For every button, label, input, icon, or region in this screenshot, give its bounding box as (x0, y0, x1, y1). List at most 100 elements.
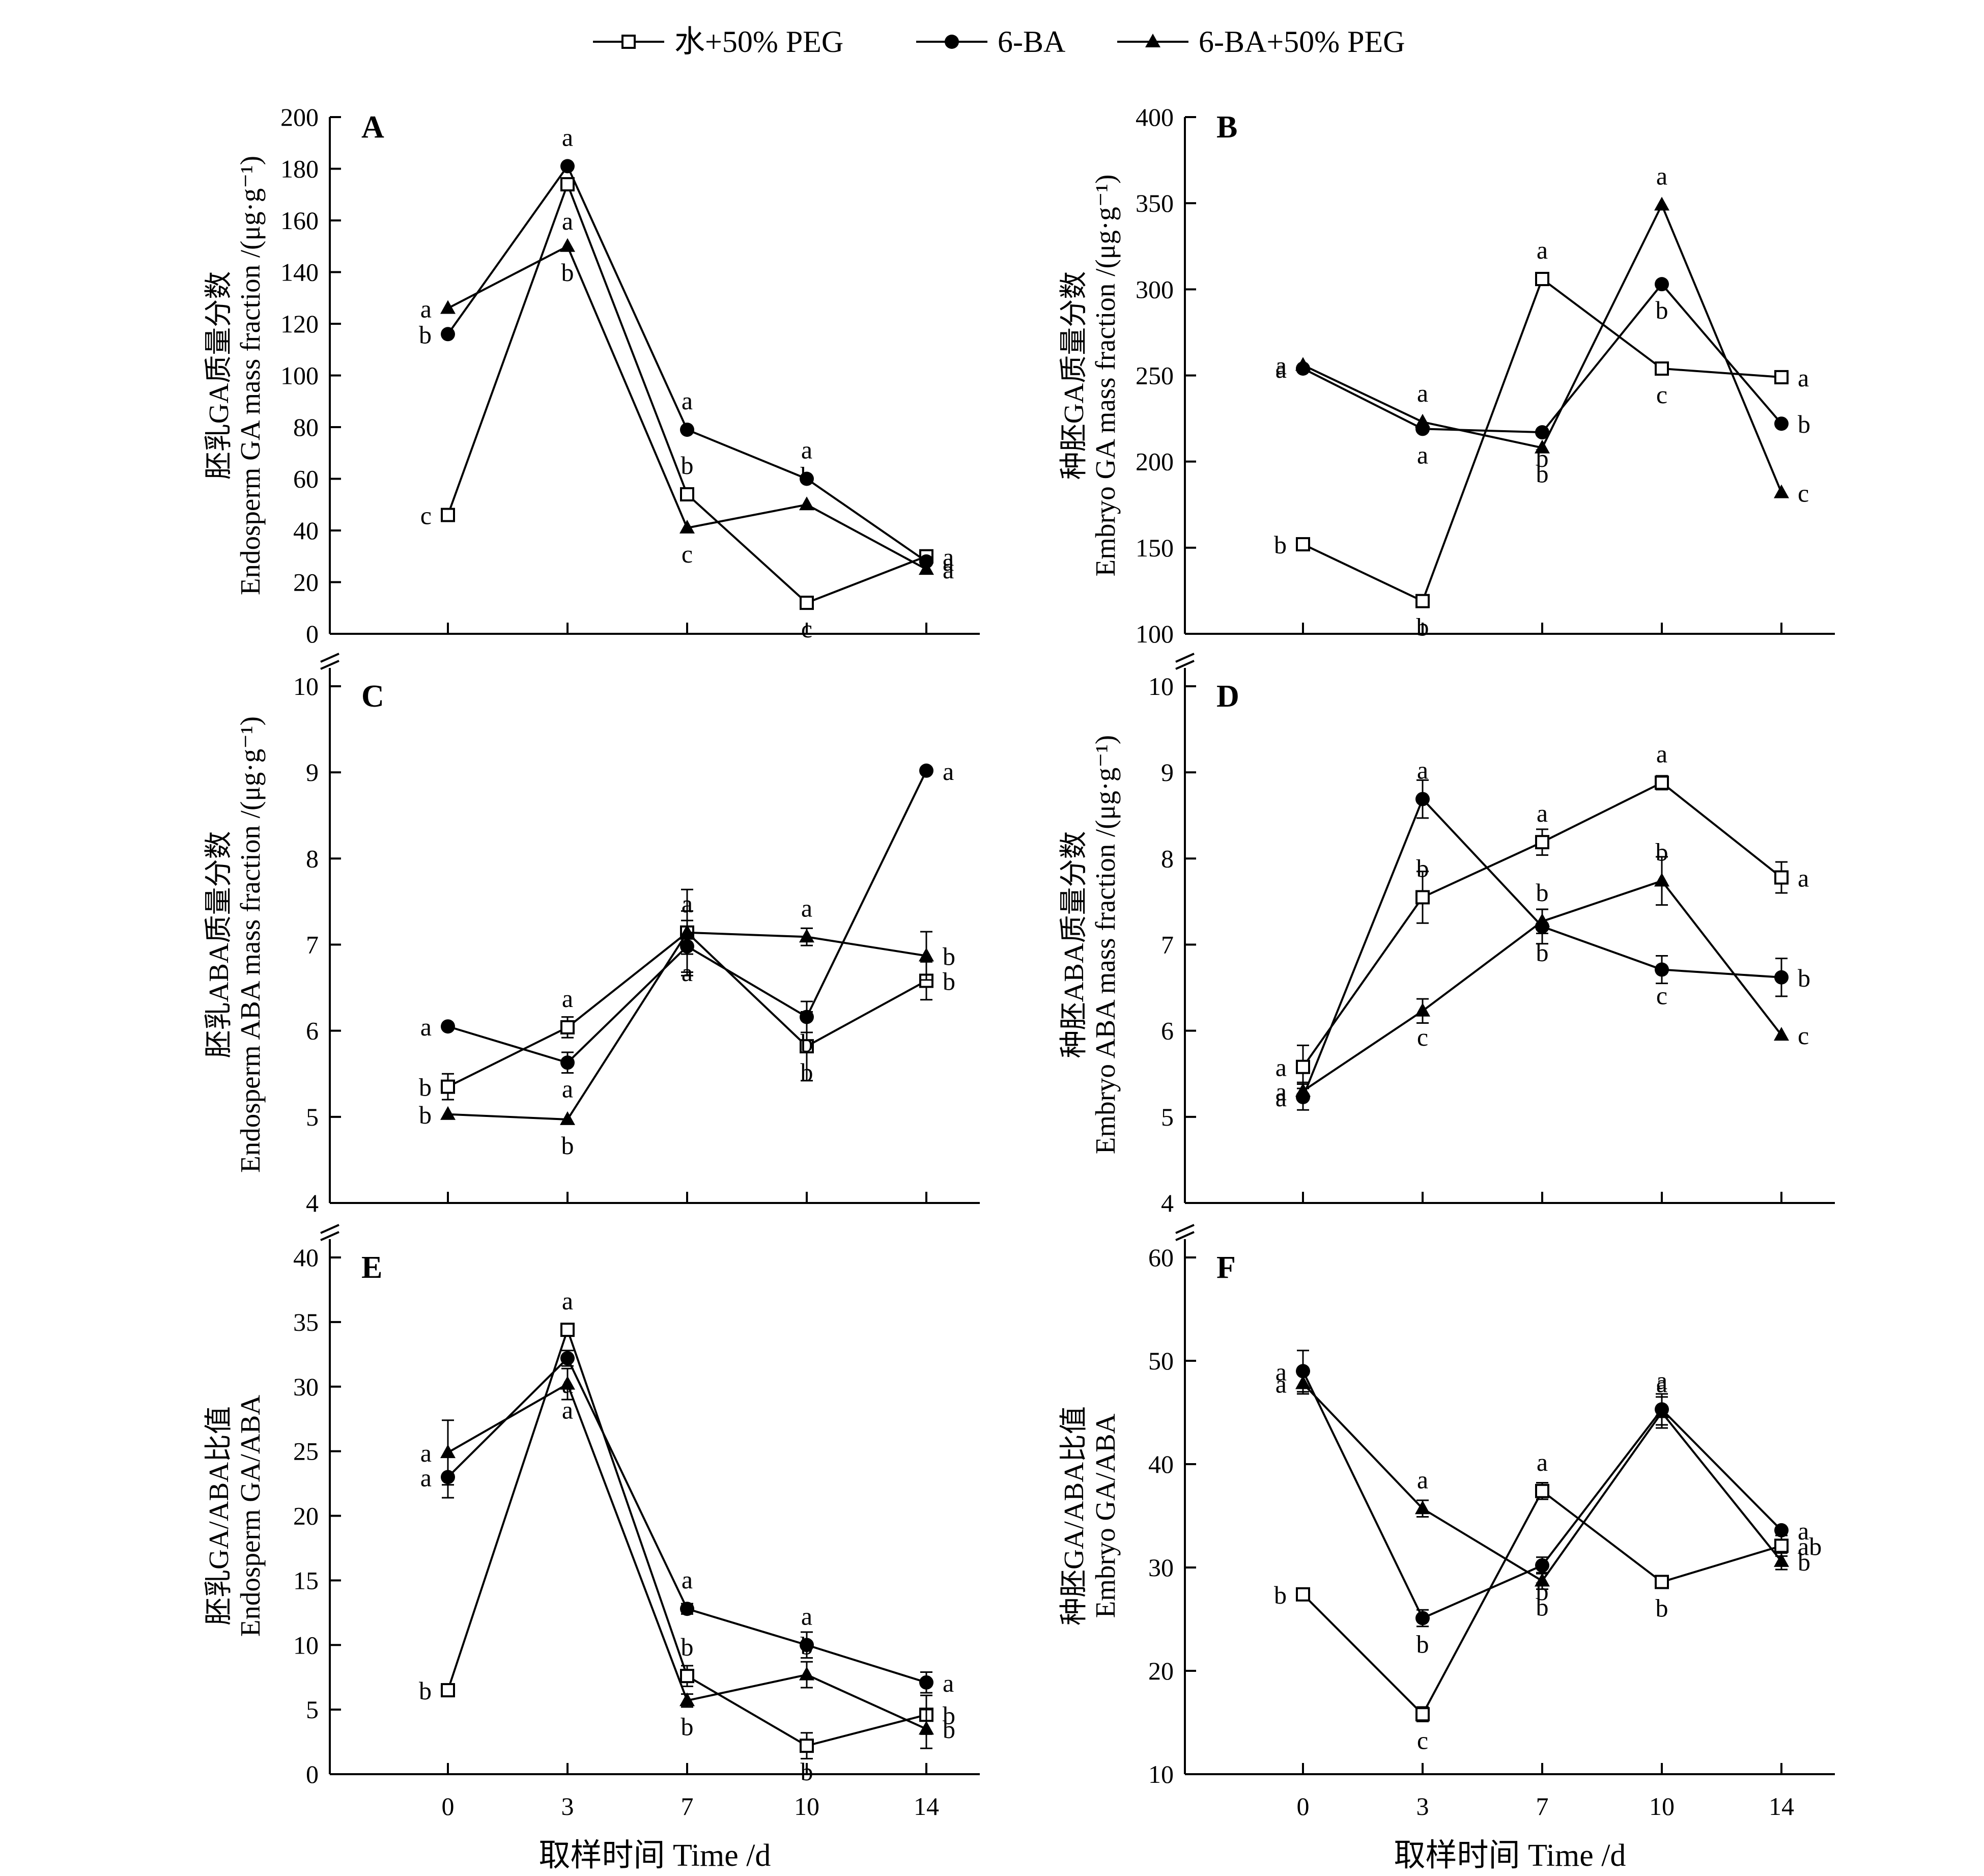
significance-letter: b (1536, 1577, 1549, 1606)
legend-label: 6-BA (998, 25, 1065, 59)
y-axis-label-en: Endosperm GA/ABA (235, 1395, 266, 1637)
axis-break-mark (320, 660, 339, 670)
panel-label: E (361, 1250, 382, 1285)
significance-letter: a (801, 893, 812, 922)
y-tick-label: 25 (293, 1437, 319, 1466)
series-1 (1296, 1482, 1789, 1722)
series-1 (1296, 775, 1789, 1089)
y-tick-label: 5 (306, 1103, 319, 1131)
significance-letter: b (1536, 1592, 1549, 1621)
significance-letter: a (1276, 1053, 1287, 1082)
significance-letter: a (943, 543, 954, 571)
y-tick-label: 6 (306, 1017, 319, 1045)
y-axis-label: 种胚GA/ABA比值Embryo GA/ABA (1058, 1406, 1121, 1626)
data-point (800, 1010, 814, 1024)
data-point (560, 1351, 575, 1365)
data-point (1655, 775, 1669, 790)
data-point (1655, 361, 1669, 376)
y-tick-label: 200 (1136, 447, 1174, 476)
significance-letter: a (682, 958, 693, 987)
significance-letter: c (1417, 1726, 1428, 1754)
data-point (1655, 1575, 1669, 1589)
y-tick-label: 60 (1148, 1243, 1174, 1272)
x-tick-label: 14 (914, 1792, 939, 1821)
data-point (1655, 962, 1669, 977)
y-tick-label: 5 (306, 1695, 319, 1724)
data-point (1774, 416, 1789, 431)
significance-letter: a (1276, 1357, 1287, 1386)
significance-letter: a (1537, 236, 1548, 264)
panel-E: 0 5 10 15 20 25 30 35 40 0 3 7 10 14 E 胚乳GA/ABA比值Endosp… (203, 1224, 980, 1873)
data-point (1415, 890, 1430, 905)
y-axis-label-cn: 胚乳GA质量分数 (203, 271, 234, 480)
data-point (800, 596, 814, 610)
significance-letter: a (420, 295, 432, 323)
series-3 (1295, 856, 1789, 1101)
data-point (560, 177, 575, 191)
data-point (919, 763, 933, 778)
data-point (1295, 1083, 1311, 1097)
significance-letter: a (562, 1286, 573, 1315)
significance-letter: b (681, 1712, 694, 1741)
significance-letter: b (681, 451, 694, 480)
legend-item: 6-BA+50% PEG (1117, 25, 1405, 59)
data-point (441, 1019, 455, 1034)
data-point (1295, 357, 1311, 371)
significance-letter: ab (1798, 1532, 1822, 1560)
data-point (919, 1675, 933, 1690)
significance-letter: a (1656, 739, 1667, 768)
data-point (1535, 1483, 1549, 1498)
significance-letter: b (801, 1757, 813, 1786)
panel-D: 4 5 6 7 8 9 10 D 种胚ABA质量分数Embryo ABA mass fracti… (1058, 653, 1835, 1217)
y-tick-label: 9 (1161, 758, 1174, 787)
series-3 (440, 238, 934, 575)
significance-letter: b (681, 1633, 694, 1661)
data-point (1535, 272, 1549, 287)
significance-letter: a (1656, 1369, 1667, 1398)
significance-letter: a (1798, 1517, 1809, 1545)
data-point (799, 496, 814, 511)
data-point (680, 487, 694, 501)
axis-break-mark (320, 1224, 339, 1234)
data-point (800, 1638, 814, 1653)
data-point (560, 1376, 575, 1390)
axis-break-mark (1175, 653, 1195, 663)
significance-letter: a (562, 123, 573, 151)
significance-letter: b (419, 320, 432, 349)
legend-marker-icon (621, 35, 636, 49)
data-point (919, 561, 934, 575)
data-point (560, 1111, 575, 1125)
y-tick-label: 40 (293, 516, 319, 545)
x-axis-label: 取样时间 Time /d (539, 1838, 771, 1873)
data-point (1655, 277, 1669, 292)
y-axis-label-en: Endosperm ABA mass fraction /(μg·g⁻¹) (235, 716, 266, 1173)
significance-letter: c (1656, 982, 1667, 1010)
panel-label: C (361, 679, 384, 714)
y-tick-label: 300 (1136, 275, 1174, 303)
significance-letter: b (801, 1632, 813, 1660)
y-tick-label: 6 (1161, 1017, 1174, 1045)
data-point (1774, 484, 1789, 498)
data-point (1774, 1538, 1789, 1553)
significance-letter: a (1417, 756, 1428, 785)
y-tick-label: 7 (306, 931, 319, 959)
data-point (1535, 1558, 1549, 1573)
y-tick-label: 20 (1148, 1657, 1174, 1685)
data-point (440, 300, 456, 314)
data-point (680, 1602, 694, 1616)
y-tick-label: 20 (293, 1502, 319, 1530)
y-axis-label-cn: 胚乳GA/ABA比值 (203, 1406, 234, 1626)
data-point (441, 1079, 455, 1094)
data-point (560, 238, 575, 252)
y-axis-label: 胚乳GA质量分数Endosperm GA mass fraction /(μg·… (203, 156, 266, 595)
y-axis-label-cn: 种胚GA/ABA比值 (1058, 1406, 1089, 1626)
data-point (1415, 792, 1430, 806)
x-axis-label: 取样时间 Time /d (1394, 1838, 1626, 1873)
significance-letter: a (420, 1013, 432, 1041)
significance-letter: a (1656, 162, 1667, 190)
y-tick-label: 0 (306, 1760, 319, 1788)
significance-letter: b (1656, 1593, 1668, 1622)
panel-label: B (1216, 110, 1237, 145)
x-tick-label: 7 (681, 1792, 694, 1821)
